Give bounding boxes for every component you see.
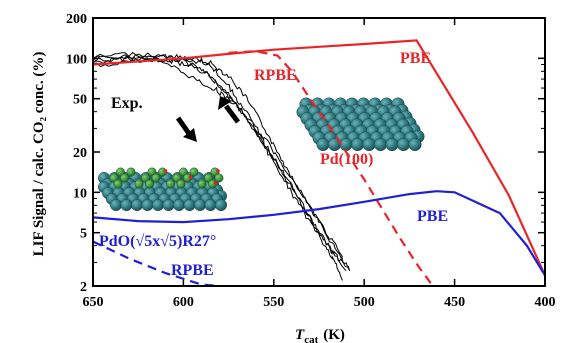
y-tick-label: 20 [73,146,87,161]
pdo-o-highlight [163,169,168,173]
y-tick-label: 100 [66,52,87,67]
pd-atom [397,137,411,151]
cooling-arrow [175,116,197,142]
x-tick-label: 650 [83,295,104,310]
pd-atom [316,137,330,151]
pdo-o-atom [176,179,186,189]
pdo-pd-atom [130,198,143,211]
pdo-o-atom [145,179,154,189]
experiment-trace [93,55,343,258]
label-rpbe-blue: RPBE [171,262,214,279]
pdo-o-atom [113,179,123,189]
pdo-o-atom [189,167,199,177]
pdo-pd-atom [183,198,196,211]
pdo-pd-atom [193,198,206,211]
x-axis-label-unit: (K) [323,327,345,343]
series-line-red-dashed [228,50,434,286]
x-tick-label: 500 [354,295,375,310]
x-tick-label: 600 [173,295,194,310]
heating-arrow [218,96,240,124]
plot-frame [92,17,546,287]
label-pd100: Pd(100) [320,151,373,168]
pd-atom [408,137,422,151]
pdo-pd-atom [162,198,175,211]
experiment-trace [93,51,351,271]
pdo-o-atom [214,173,224,183]
pdo-o-atom [120,173,129,183]
label-exp: Exp. [111,95,143,112]
pd-atom [351,137,365,151]
pdo-o-atom [197,179,207,189]
pdo-pd-atom [151,198,164,211]
y-tick-label: 10 [73,186,87,201]
pdo-pd-atom [214,198,227,211]
pd-atom [339,137,353,151]
series-line-blue-solid [93,190,545,276]
y-tick-label: 2 [80,280,87,295]
label-pbe-blue: PBE [417,208,448,225]
label-pbe-red: PBE [400,50,431,67]
pd100-slab-illustration [296,97,425,151]
x-axis-label-subscript: cat [304,334,318,343]
pd-atom [362,137,376,151]
pdo-o-atom [126,167,136,177]
series-line-red-solid [93,39,545,276]
pdo-pd-atom [141,198,154,211]
pdo-o-atom [166,179,175,189]
pdo-o-highlight [188,175,193,179]
pdo-o-highlight [216,169,220,173]
pdo-pd-atom [109,198,122,211]
pdo-pd-atom [172,198,185,211]
y-axis-label: LIF Signal / calc. CO₂ conc. (%) [31,52,47,257]
label-rpbe-red: RPBE [254,67,297,84]
x-axis-label: Tcat (K) [295,327,345,343]
y-tick-label: 5 [80,227,87,242]
pdo-o-highlight [213,181,218,185]
pdo-slab-illustration [97,167,227,211]
x-tick-label: 550 [263,295,284,310]
y-tick-label: 50 [73,93,87,108]
pd-atom [374,137,388,151]
x-tick-label: 450 [444,295,465,310]
x-axis-label-symbol: T [295,327,305,343]
y-tick-label: 200 [66,12,87,27]
pd-atom [385,137,399,151]
pdo-pd-atom [120,198,133,211]
plot-lines [93,39,545,286]
pdo-pd-atom [204,198,217,211]
label-pdo: PdO(√5x√5)R27° [99,233,216,250]
pdo-o-atom [151,173,161,183]
x-tick-label: 400 [535,295,556,310]
pdo-o-atom [134,179,144,189]
